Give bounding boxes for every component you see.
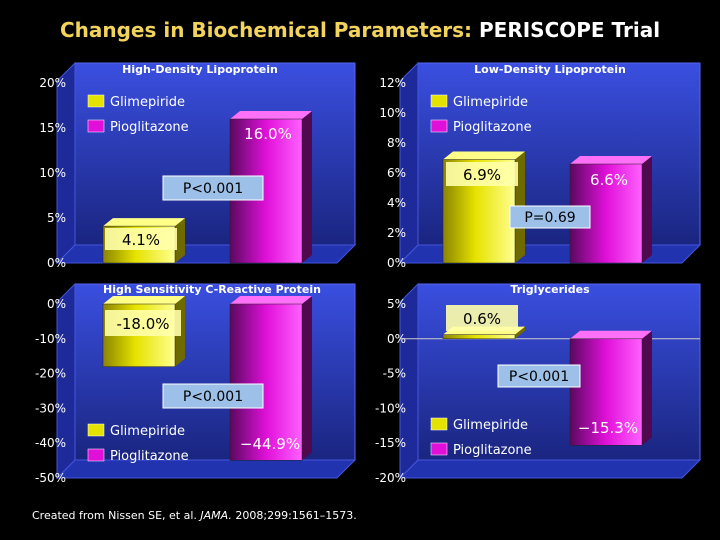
y-tick-label: 6% [387, 166, 406, 180]
page-title: Changes in Biochemical Parameters: PERIS… [0, 18, 720, 42]
y-tick-label: -40% [35, 436, 66, 450]
bar-side [515, 326, 525, 339]
p-value-box [509, 205, 591, 229]
data-label: 16.0% [244, 125, 292, 143]
y-tick-label: 0% [387, 332, 406, 346]
bar-top [443, 151, 525, 160]
y-tick-label: 20% [39, 76, 66, 90]
title-trial: PERISCOPE Trial [479, 18, 661, 42]
bar-top [103, 296, 185, 304]
chart-sidewall [56, 282, 76, 480]
data-label: 6.9% [463, 166, 501, 184]
data-label: 0.6% [463, 310, 501, 328]
y-tick-label: 10% [379, 106, 406, 120]
y-tick-label: -5% [383, 367, 406, 381]
y-tick-label: 10% [39, 166, 66, 180]
chart-title: Low-Density Lipoprotein [474, 63, 626, 76]
bar-side [642, 330, 652, 446]
chart-sidewall [399, 61, 419, 265]
legend-label: Pioglitazone [110, 449, 189, 464]
y-tick-label: -10% [375, 401, 406, 415]
chart-panel-4: Triglycerides 5% 0% -5% -10% -15% -20% 0.6% −15.… [375, 282, 702, 485]
chart-panel-2: Low-Density Lipoprotein 12% 10% 8% 6% 4% 2% 0% 6… [379, 61, 702, 270]
bar-top [570, 330, 652, 339]
bar-pioglitazone [229, 303, 303, 461]
y-tick-label: 4% [387, 196, 406, 210]
legend-label: Glimepiride [110, 95, 185, 110]
bar-side [302, 296, 312, 461]
citation-journal: JAMA. [200, 509, 232, 522]
bar-top [570, 156, 652, 164]
y-tick-label: 12% [379, 76, 406, 90]
p-value-box [162, 383, 264, 409]
chart-backwall [74, 62, 356, 246]
p-value-label: P<0.001 [183, 389, 243, 405]
p-value-label: P=0.69 [524, 210, 575, 226]
y-tick-label: -30% [35, 401, 66, 415]
p-value-label: P<0.001 [509, 369, 569, 385]
chart-title: High Sensitivity C-Reactive Protein [103, 283, 321, 296]
y-tick-label: 5% [47, 211, 66, 225]
title-main: Changes in Biochemical Parameters: [59, 18, 479, 42]
y-tick-label: -15% [375, 436, 406, 450]
bar-side [642, 156, 652, 263]
chart-floor [55, 459, 357, 479]
chart-title: Triglycerides [510, 283, 590, 296]
chart-sidewall [399, 282, 419, 480]
data-label: −15.3% [578, 419, 638, 437]
chart-floor [398, 459, 702, 479]
bar-top [103, 218, 185, 227]
y-tick-label: -20% [375, 471, 406, 485]
chart-title: High-Density Lipoprotein [122, 63, 278, 76]
value-label-box [105, 310, 181, 336]
value-label-box [446, 162, 518, 186]
legend-label: Glimepiride [453, 95, 528, 110]
y-tick-label: 2% [387, 226, 406, 240]
value-label-box [446, 305, 518, 331]
y-tick-label: -20% [35, 367, 66, 381]
data-label: 6.6% [590, 171, 628, 189]
legend-swatch-glimepiride [430, 94, 448, 108]
legend-label: Glimepiride [453, 418, 528, 433]
legend-label: Pioglitazone [453, 443, 532, 458]
citation-footer: Created from Nissen SE, et al. JAMA. 200… [32, 509, 357, 522]
legend-swatch-pioglitazone [430, 119, 448, 133]
legend-label: Pioglitazone [453, 120, 532, 135]
bar-side [302, 111, 312, 263]
legend-swatch-pioglitazone [87, 119, 105, 133]
legend-swatch-pioglitazone [87, 448, 105, 462]
legend-swatch-pioglitazone [430, 442, 448, 456]
bar-top [230, 111, 312, 119]
y-tick-label: 5% [387, 297, 406, 311]
legend-swatch-glimepiride [87, 94, 105, 108]
legend-swatch-glimepiride [430, 417, 448, 431]
p-value-label: P<0.001 [183, 181, 243, 197]
legend-label: Pioglitazone [110, 120, 189, 135]
value-label-box [105, 228, 177, 250]
y-tick-label: -50% [35, 471, 66, 485]
y-tick-label: 0% [47, 256, 66, 270]
citation-suffix: 2008;299:1561–1573. [231, 509, 357, 522]
y-tick-label: 15% [39, 121, 66, 135]
chart-sidewall [56, 61, 76, 265]
y-tick-label: 0% [47, 297, 66, 311]
legend-swatch-glimepiride [87, 423, 105, 437]
p-value-box [497, 364, 581, 388]
p-value-box [162, 175, 264, 201]
chart-panel-3: High Sensitivity C-Reactive Protein 0% -10… [35, 282, 357, 485]
bar-side [175, 218, 185, 263]
legend-label: Glimepiride [110, 424, 185, 439]
chart-panel-1: High-Density Lipoprotein 20% 15% 10% 5% 0% 4.1… [39, 61, 357, 270]
bar-top [230, 296, 312, 304]
data-label: -18.0% [116, 315, 169, 333]
bar-glimepiride [442, 334, 516, 340]
bar-pioglitazone [569, 338, 643, 446]
citation-prefix: Created from Nissen SE, et al. [32, 509, 201, 522]
y-tick-label: 8% [387, 136, 406, 150]
data-label: −44.9% [240, 435, 300, 453]
data-label: 4.1% [122, 231, 160, 249]
y-tick-label: -10% [35, 332, 66, 346]
y-tick-label: 0% [387, 256, 406, 270]
